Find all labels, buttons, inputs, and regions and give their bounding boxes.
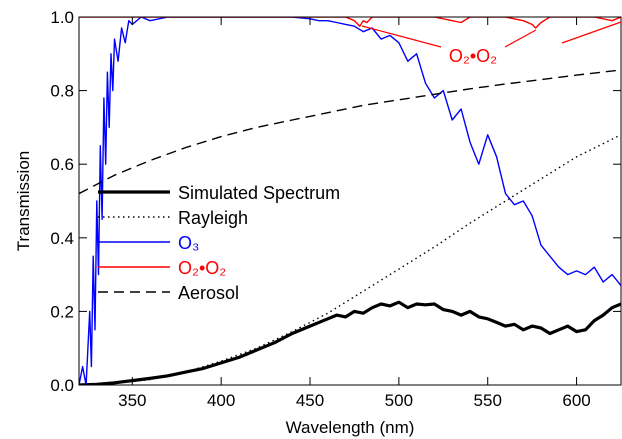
annotation-pointer <box>561 21 622 44</box>
x-tick-label: 350 <box>118 391 146 410</box>
legend-label-aerosol: Aerosol <box>178 283 239 303</box>
y-tick-label: 0.0 <box>50 376 74 395</box>
plot-frame <box>78 16 622 386</box>
y-axis-title: Transmission <box>14 151 33 251</box>
x-tick-label: 550 <box>474 391 502 410</box>
x-tick-label: 500 <box>385 391 413 410</box>
y-tick-label: 1.0 <box>50 8 74 27</box>
series-layer <box>79 17 621 385</box>
series-line-o3 <box>79 17 621 385</box>
y-tick-label: 0.8 <box>50 82 74 101</box>
series-line-aerosol <box>79 69 621 195</box>
x-tick-label: 450 <box>296 391 324 410</box>
legend: Simulated Spectrum Rayleigh O₃ O₂•O₂ Aerosol <box>98 183 340 303</box>
annotation-pointer <box>361 25 442 48</box>
x-tick-label: 400 <box>207 391 235 410</box>
annotation-pointer <box>504 29 537 48</box>
legend-label-o2-o2: O₂•O₂ <box>178 258 226 278</box>
legend-label-o3: O₃ <box>178 233 199 253</box>
x-axis-title: Wavelength (nm) <box>286 418 415 437</box>
y-tick-label: 0.4 <box>50 229 74 248</box>
legend-label-simulated-spectrum: Simulated Spectrum <box>178 183 340 203</box>
y-tick-label: 0.6 <box>50 155 74 174</box>
y-tick-label: 0.2 <box>50 302 74 321</box>
x-tick-label: 600 <box>562 391 590 410</box>
series-line-o2-o2 <box>79 17 621 29</box>
series-line-rayleigh <box>79 134 621 385</box>
axis-ticks: 350 400 450 500 550 600 0.0 0.2 0.4 0.6 0.8 1.0 <box>50 8 621 410</box>
legend-label-rayleigh: Rayleigh <box>178 208 248 228</box>
annotation-label: O₂•O₂ <box>449 46 497 66</box>
series-line-simulated-spectrum <box>79 300 621 385</box>
o2o2-annotation: O₂•O₂ <box>361 21 622 66</box>
